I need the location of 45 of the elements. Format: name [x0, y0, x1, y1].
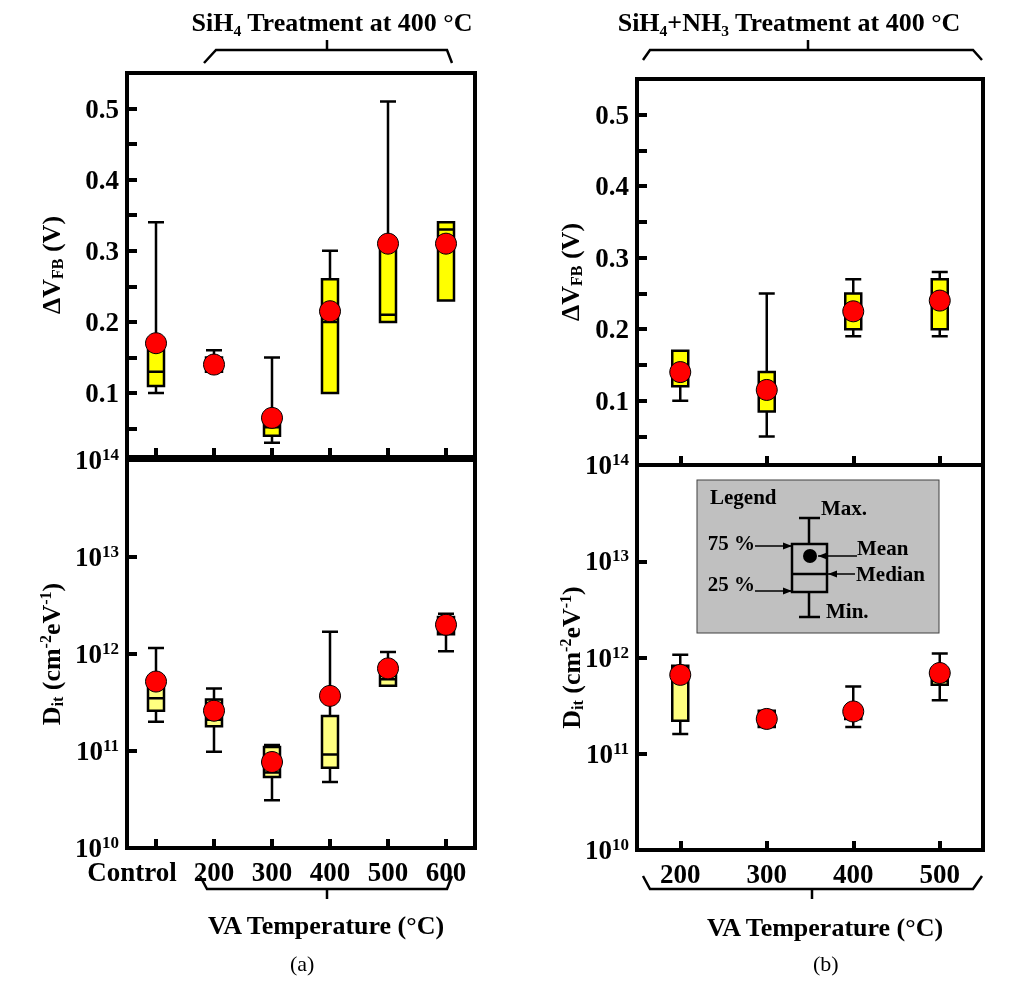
annotation: Min. [826, 599, 869, 623]
x-tick-label: 500 [367, 856, 409, 887]
annotation: Max. [821, 496, 868, 520]
y-tick-label: 10$^{11}$ [75, 735, 119, 766]
x-tick-label: 200 [660, 858, 701, 889]
y-tick-label: 0.1 [85, 378, 119, 408]
x-axis-title: VA Temperature (°C) [207, 910, 445, 940]
x-tick-label: 300 [251, 856, 293, 887]
y-tick-label: 0.4 [595, 171, 629, 202]
annotation: 25 % [707, 572, 755, 596]
y-tick-label: 0.2 [595, 314, 629, 345]
y-tick-label: 0.1 [595, 385, 629, 416]
y-axis-title: Dit (cm-2eV-1) [36, 582, 66, 726]
x-tick-label: 600 [425, 856, 467, 887]
y-axis-title: ΔVFB (V) [36, 215, 66, 315]
annotation: Median [856, 562, 926, 586]
annotation: 75 % [707, 531, 755, 555]
x-axis-title: VA Temperature (°C) [706, 912, 944, 942]
x-tick-label: 200 [193, 856, 235, 887]
x-tick-label: 300 [746, 858, 787, 889]
y-tick-label: 0.3 [595, 242, 629, 273]
y-tick-label: 10$^{12}$ [585, 642, 629, 673]
x-tick-label: 500 [919, 858, 960, 889]
y-tick-label: 0.2 [85, 306, 119, 337]
y-tick-label: 10$^{13}$ [585, 545, 629, 577]
y-tick-label: 0.4 [85, 164, 119, 195]
annotation: Legend [710, 485, 777, 509]
y-tick-label: 10$^{10}$ [585, 834, 629, 865]
text: (b) [813, 950, 839, 976]
annotation: Mean [857, 536, 909, 560]
y-tick-label: 10$^{14}$ [585, 449, 630, 480]
y-axis-title: Dit (cm-2eV-1) [556, 586, 586, 729]
y-tick-label: 10$^{14}$ [75, 444, 120, 475]
y-tick-label: 0.5 [85, 93, 119, 124]
y-tick-label: 0.5 [595, 99, 629, 130]
x-tick-label: 400 [309, 856, 351, 887]
text: (a) [290, 950, 315, 976]
y-tick-label: 10$^{12}$ [75, 638, 119, 669]
y-tick-label: 10$^{11}$ [585, 738, 629, 769]
y-axis-title: ΔVFB (V) [555, 222, 585, 322]
y-tick-label: 0.3 [85, 235, 119, 266]
chart-title: SiH₄+NH₃ Treatment at 400 °C [617, 7, 961, 37]
x-tick-label: 400 [833, 858, 874, 889]
chart-title: SiH₄ Treatment at 400 °C [191, 7, 473, 37]
y-tick-label: 10$^{13}$ [75, 541, 119, 572]
